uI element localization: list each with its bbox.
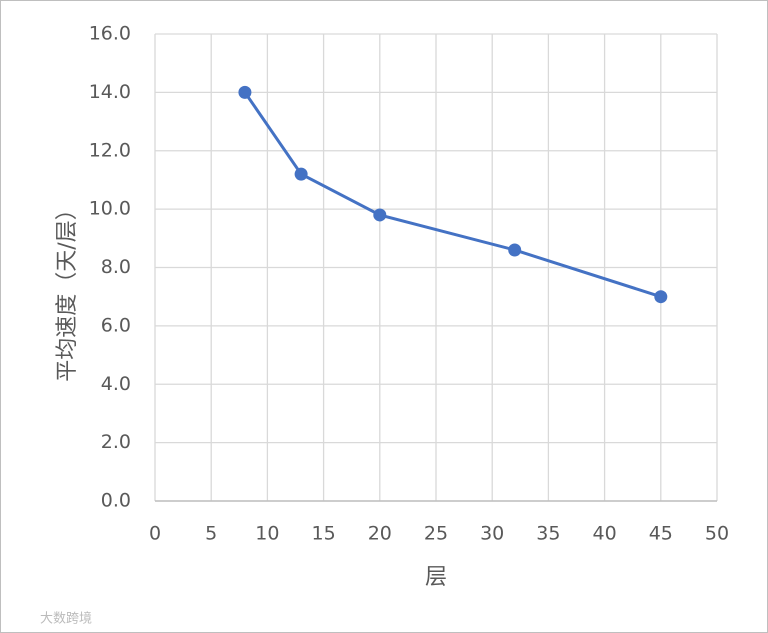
x-tick-label: 15 bbox=[312, 523, 336, 545]
y-tick-label: 0.0 bbox=[101, 490, 131, 512]
y-tick-label: 2.0 bbox=[101, 431, 131, 453]
x-axis-label: 层 bbox=[425, 565, 447, 590]
x-tick-label: 10 bbox=[255, 523, 279, 545]
watermark: 大数跨境 bbox=[40, 612, 92, 627]
y-tick-label: 10.0 bbox=[89, 198, 131, 220]
x-tick-label: 35 bbox=[536, 523, 560, 545]
y-tick-label: 14.0 bbox=[89, 81, 131, 103]
x-tick-label: 45 bbox=[649, 523, 673, 545]
data-point bbox=[294, 167, 308, 181]
x-tick-label: 20 bbox=[368, 523, 392, 545]
data-point bbox=[654, 290, 668, 304]
x-tick-label: 5 bbox=[205, 523, 217, 545]
y-tick-label: 12.0 bbox=[89, 139, 131, 161]
data-point bbox=[508, 243, 522, 257]
y-tick-label: 4.0 bbox=[101, 373, 131, 395]
x-tick-label: 40 bbox=[593, 523, 617, 545]
x-tick-label: 25 bbox=[424, 523, 448, 545]
x-tick-label: 30 bbox=[480, 523, 504, 545]
y-tick-label: 8.0 bbox=[101, 256, 131, 278]
y-axis-label: 平均速度（天/层） bbox=[55, 198, 80, 381]
data-point bbox=[238, 85, 252, 99]
y-tick-label: 6.0 bbox=[101, 314, 131, 336]
data-point bbox=[373, 208, 387, 222]
x-tick-label: 50 bbox=[705, 523, 729, 545]
x-tick-label: 0 bbox=[149, 523, 161, 545]
y-tick-label: 16.0 bbox=[89, 23, 131, 45]
